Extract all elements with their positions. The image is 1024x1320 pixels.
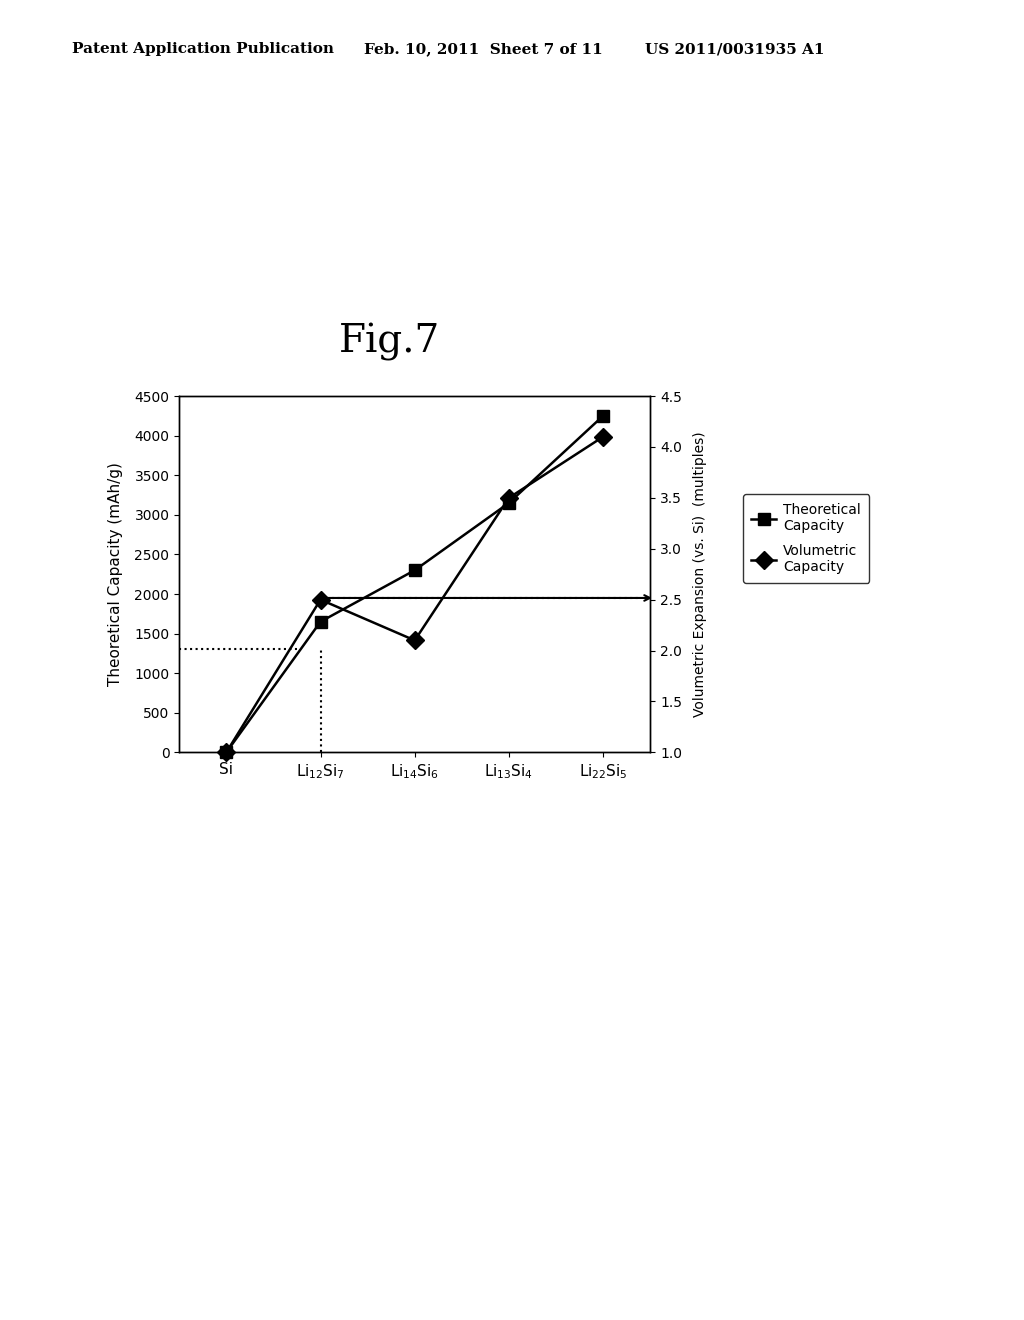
Text: Fig.7: Fig.7 [339, 323, 439, 362]
Y-axis label: Volumetric Expansion (vs. Si)  (multiples): Volumetric Expansion (vs. Si) (multiples… [693, 432, 708, 717]
Y-axis label: Theoretical Capacity (mAh/g): Theoretical Capacity (mAh/g) [109, 462, 123, 686]
Text: Patent Application Publication: Patent Application Publication [72, 42, 334, 57]
Legend: Theoretical
Capacity, Volumetric
Capacity: Theoretical Capacity, Volumetric Capacit… [743, 495, 869, 582]
Text: Feb. 10, 2011  Sheet 7 of 11: Feb. 10, 2011 Sheet 7 of 11 [364, 42, 602, 57]
Text: US 2011/0031935 A1: US 2011/0031935 A1 [645, 42, 824, 57]
